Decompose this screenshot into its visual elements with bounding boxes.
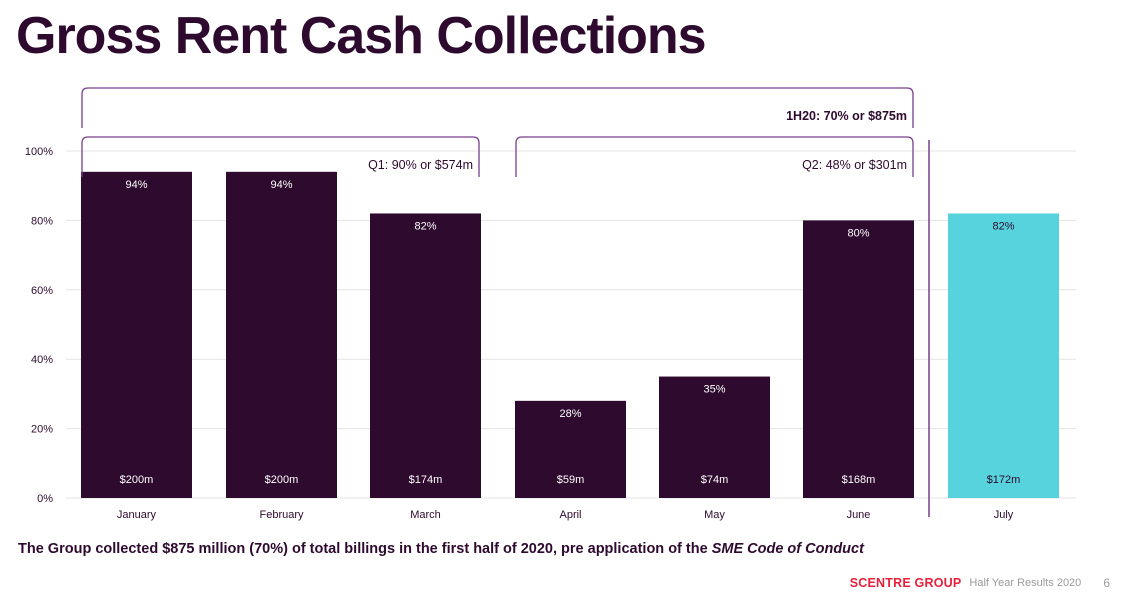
footer: SCENTRE GROUP Half Year Results 2020 6 bbox=[850, 576, 1110, 590]
x-tick-label: May bbox=[704, 509, 725, 521]
bar-percent-label: 94% bbox=[270, 179, 292, 191]
x-tick-label: February bbox=[259, 509, 304, 521]
bar-percent-label: 80% bbox=[847, 227, 869, 239]
x-tick-label: April bbox=[559, 509, 581, 521]
q1-bracket bbox=[81, 136, 480, 177]
x-tick-label: January bbox=[117, 509, 157, 521]
bar-chart: 0% 20% 40% 60% 80% 100% 94% $200m January 94% $200… bbox=[25, 87, 1076, 521]
page-number: 6 bbox=[1103, 576, 1110, 590]
x-tick-label: March bbox=[410, 509, 441, 521]
half-year-annotation: 1H20: 70% or $875m bbox=[786, 109, 907, 123]
caption-emphasis: SME Code of Conduct bbox=[711, 541, 864, 557]
caption: The Group collected $875 million (70%) o… bbox=[18, 541, 864, 557]
bar-amount-label: $174m bbox=[409, 474, 443, 486]
page-title: Gross Rent Cash Collections bbox=[16, 7, 707, 65]
y-tick-label: 20% bbox=[31, 424, 53, 436]
bar bbox=[515, 400, 626, 498]
q1-annotation: Q1: 90% or $574m bbox=[368, 158, 473, 172]
bar-percent-label: 35% bbox=[703, 384, 725, 396]
bar bbox=[370, 213, 481, 498]
footer-text: Half Year Results 2020 bbox=[969, 577, 1082, 589]
x-tick-label: July bbox=[994, 509, 1014, 521]
bar-amount-label: $200m bbox=[265, 474, 299, 486]
bar-amount-label: $168m bbox=[842, 474, 876, 486]
y-tick-label: 60% bbox=[31, 285, 53, 297]
q2-bracket bbox=[515, 136, 914, 177]
bar-percent-label: 28% bbox=[559, 408, 581, 420]
half-year-bracket bbox=[81, 87, 914, 128]
x-tick-label: June bbox=[847, 509, 871, 521]
q2-annotation: Q2: 48% or $301m bbox=[802, 158, 907, 172]
bar-amount-label: $172m bbox=[987, 474, 1021, 486]
bar bbox=[803, 220, 914, 498]
bar-percent-label: 82% bbox=[414, 220, 436, 232]
bar bbox=[659, 376, 770, 498]
bar-percent-label: 82% bbox=[992, 220, 1014, 232]
bar-amount-label: $59m bbox=[557, 474, 585, 486]
bar-amount-label: $200m bbox=[120, 474, 154, 486]
bar-percent-label: 94% bbox=[125, 179, 147, 191]
brand-logo: SCENTRE GROUP bbox=[849, 576, 962, 590]
y-tick-label: 80% bbox=[31, 215, 53, 227]
bar bbox=[948, 213, 1059, 498]
caption-text: The Group collected $875 million (70%) o… bbox=[18, 541, 712, 557]
y-tick-label: 40% bbox=[31, 354, 53, 366]
bar bbox=[226, 171, 337, 498]
bar bbox=[81, 171, 192, 498]
y-tick-label: 100% bbox=[25, 146, 53, 158]
y-tick-label: 0% bbox=[37, 493, 53, 505]
bar-amount-label: $74m bbox=[701, 474, 729, 486]
